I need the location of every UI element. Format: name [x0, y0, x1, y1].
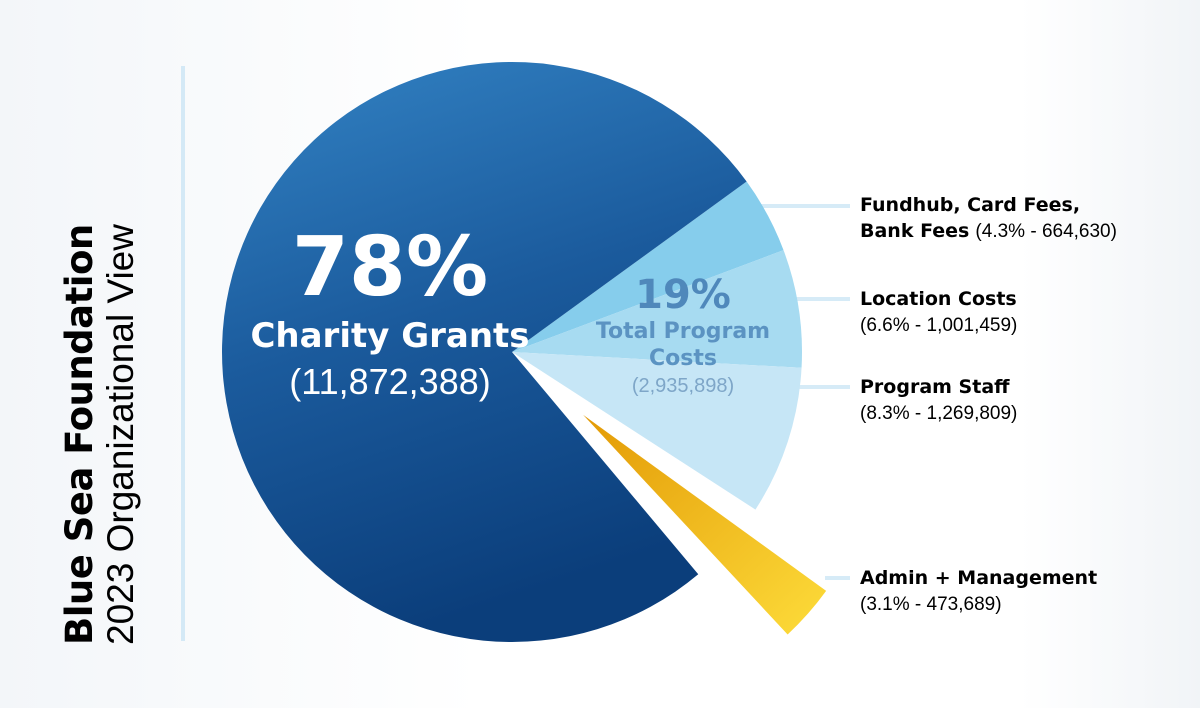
- slice-charity-grants: [222, 62, 747, 643]
- charity-name: Charity Grants: [250, 316, 530, 356]
- charity-value: (11,872,388): [289, 361, 491, 402]
- legend-value: (6.6% - 1,001,459): [860, 315, 1018, 336]
- connector-admin: [825, 576, 850, 580]
- legend-value: (8.3% - 1,269,809): [860, 403, 1018, 424]
- legend-value: (4.3% - 664,630): [975, 221, 1117, 242]
- legend-staff: Program Staff (8.3% - 1,269,809): [860, 374, 1017, 427]
- program-value: (2,935,898): [631, 375, 735, 397]
- legend-name: Location Costs: [860, 288, 1017, 310]
- connector-staff: [790, 385, 850, 389]
- charity-label: 78% Charity Grants (11,872,388): [250, 222, 530, 406]
- program-percent: 19%: [635, 272, 731, 318]
- connector-fundhub: [740, 204, 850, 208]
- slice-location: [512, 250, 802, 368]
- slice-staff: [512, 352, 802, 510]
- program-name-1: Total Program: [595, 319, 771, 344]
- legend-name: Fundhub, Card Fees,: [860, 194, 1081, 216]
- legend-location: Location Costs (6.6% - 1,001,459): [860, 286, 1017, 339]
- program-costs-label: 19% Total Program Costs (2,935,898): [578, 272, 788, 400]
- slice-fundhub: [512, 181, 784, 352]
- legend-fundhub: Fundhub, Card Fees, Bank Fees (4.3% - 66…: [860, 192, 1117, 245]
- program-name-2: Costs: [649, 346, 717, 371]
- legend-name: Program Staff: [860, 376, 1010, 398]
- title-divider: [181, 66, 185, 641]
- legend-admin: Admin + Management (3.1% - 473,689): [860, 565, 1097, 618]
- legend-name: Bank Fees: [860, 220, 970, 242]
- connector-location: [790, 297, 850, 301]
- legend-value: (3.1% - 473,689): [860, 594, 1002, 615]
- legend-name: Admin + Management: [860, 567, 1098, 589]
- charity-percent: 78%: [291, 220, 489, 315]
- slice-admin: [583, 414, 827, 635]
